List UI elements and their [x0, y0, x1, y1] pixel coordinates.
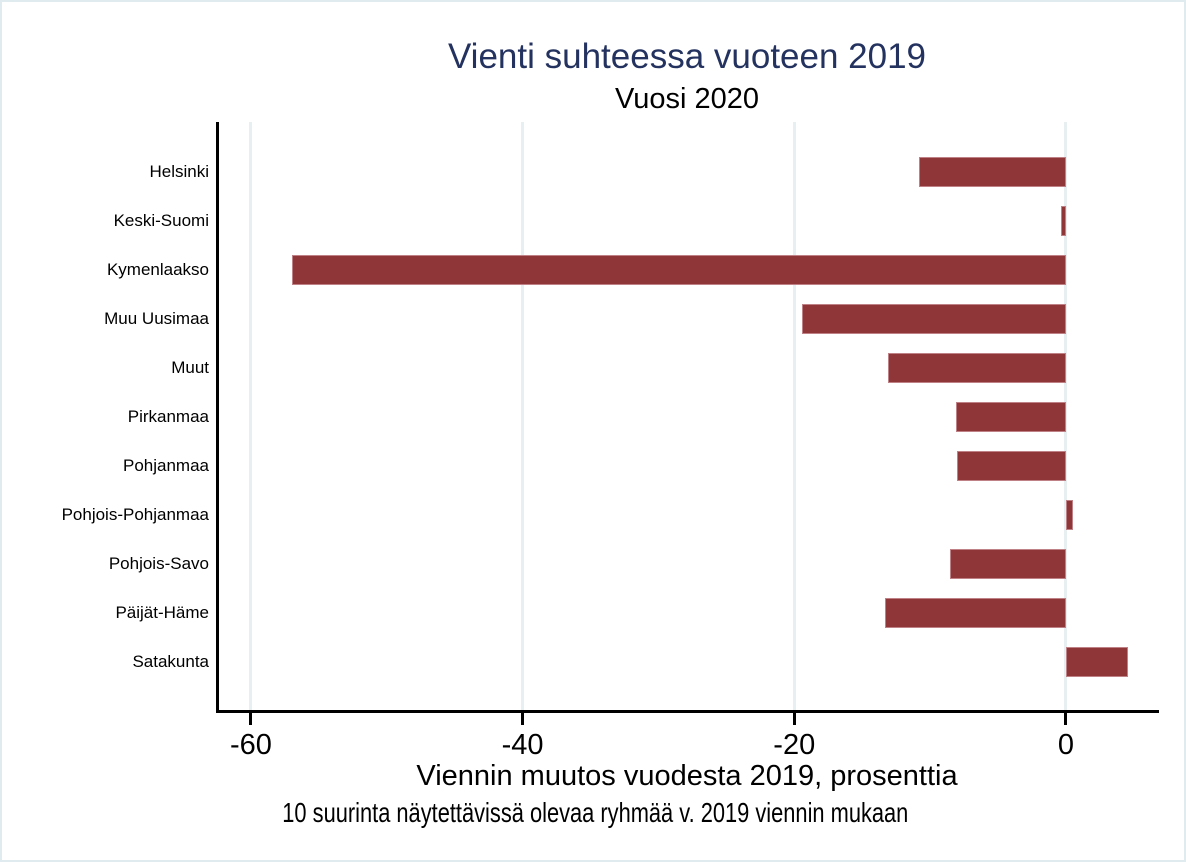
- bar-satakunta: [1065, 647, 1129, 677]
- gridline--20: [792, 122, 796, 710]
- bar-keski-suomi: [1060, 206, 1066, 236]
- bar-helsinki: [919, 157, 1066, 187]
- y-label-pohjois-savo: Pohjois-Savo: [108, 554, 209, 573]
- bar-pirkanmaa: [955, 402, 1066, 432]
- bar-muu-uusimaa: [802, 304, 1066, 334]
- x-tick-label--20: -20: [773, 729, 816, 761]
- bar-muut: [888, 353, 1066, 383]
- y-label-pirkanmaa: Pirkanmaa: [127, 407, 209, 426]
- chart-note-text: 10 suurinta näytettävissä olevaa ryhmää …: [281, 797, 909, 828]
- bar-pohjois-pohjanmaa: [1065, 500, 1073, 530]
- x-tick--20: [792, 713, 796, 725]
- plot-area: [219, 122, 1159, 710]
- gridline--40: [521, 122, 525, 710]
- y-label-kymenlaakso: Kymenlaakso: [106, 260, 209, 279]
- y-label-pohjanmaa: Pohjanmaa: [122, 456, 209, 475]
- x-tick--40: [521, 713, 525, 725]
- x-axis-title: Viennin muutos vuodesta 2019, prosenttia: [416, 760, 958, 792]
- y-label-helsinki: Helsinki: [149, 162, 209, 181]
- y-label-p-ij-t-h-me: Päijät-Häme: [115, 603, 209, 622]
- x-tick-label--40: -40: [501, 729, 544, 761]
- gridline-0: [1064, 122, 1068, 710]
- y-label-satakunta: Satakunta: [132, 652, 209, 671]
- x-tick-label-0: 0: [1057, 729, 1074, 761]
- bar-pohjanmaa: [957, 451, 1066, 481]
- y-label-pohjois-pohjanmaa: Pohjois-Pohjanmaa: [61, 505, 209, 524]
- x-tick-0: [1064, 713, 1068, 725]
- x-axis-line: [216, 710, 1159, 713]
- y-label-muut: Muut: [171, 358, 209, 377]
- gridline--60: [249, 122, 253, 710]
- chart-note: 10 suurinta näytettävissä olevaa ryhmää …: [2, 797, 1184, 829]
- chart-subtitle: Vuosi 2020: [614, 83, 760, 115]
- y-label-keski-suomi: Keski-Suomi: [113, 211, 209, 230]
- chart-title: Vienti suhteessa vuoteen 2019: [447, 37, 927, 76]
- y-axis-line: [216, 122, 219, 713]
- bar-p-ij-t-h-me: [885, 598, 1066, 628]
- bar-kymenlaakso: [291, 255, 1066, 285]
- bar-pohjois-savo: [950, 549, 1066, 579]
- y-label-muu-uusimaa: Muu Uusimaa: [104, 309, 209, 328]
- x-tick-label--60: -60: [229, 729, 272, 761]
- x-tick--60: [249, 713, 253, 725]
